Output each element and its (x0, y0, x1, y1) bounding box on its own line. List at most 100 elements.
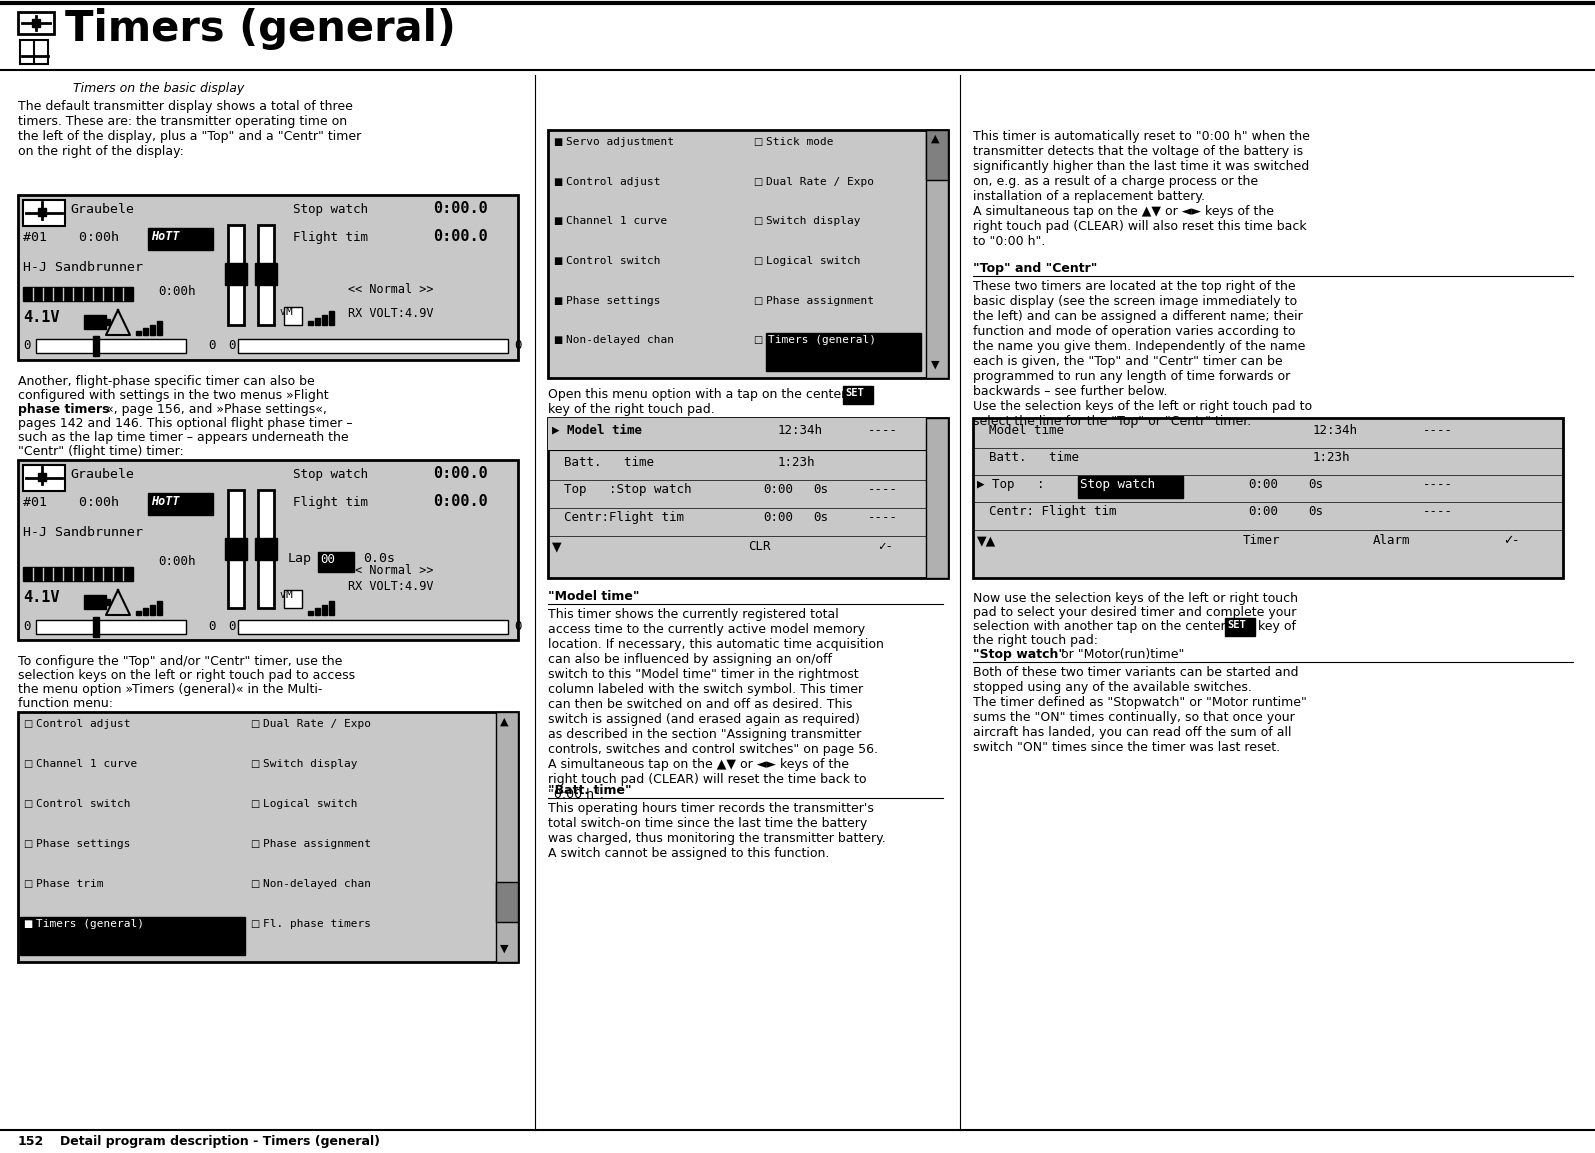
Text: 0:00.0: 0:00.0 (432, 466, 488, 481)
Text: Non-delayed chan: Non-delayed chan (263, 879, 372, 889)
Text: Channel 1 curve: Channel 1 curve (37, 759, 137, 769)
Bar (927, 130, 947, 180)
Text: v: v (281, 307, 286, 317)
Bar (1225, 618, 1255, 636)
Bar (228, 225, 244, 325)
Bar (317, 552, 354, 572)
Bar (148, 493, 214, 515)
Text: Phase assignment: Phase assignment (263, 839, 372, 849)
Bar (136, 611, 140, 615)
Text: Switch display: Switch display (263, 759, 357, 769)
Text: ▼▲: ▼▲ (978, 534, 997, 547)
Bar (37, 620, 187, 634)
Bar (22, 199, 65, 226)
Text: Timers (general): Timers (general) (769, 336, 876, 346)
Text: ----: ---- (868, 483, 898, 496)
Text: 4.1V: 4.1V (22, 310, 59, 325)
Text: □: □ (22, 759, 32, 769)
Text: 1:23h: 1:23h (1313, 451, 1351, 464)
Text: ▼: ▼ (931, 360, 939, 370)
Bar (927, 130, 947, 378)
Text: 0:00.0: 0:00.0 (432, 493, 488, 508)
Bar (85, 315, 105, 329)
Bar (37, 339, 187, 353)
Text: HoTT: HoTT (152, 229, 180, 243)
Bar (105, 600, 110, 605)
Bar (549, 130, 947, 378)
Text: CLR: CLR (748, 540, 770, 553)
Text: Control adjust: Control adjust (566, 176, 660, 187)
Text: 0s: 0s (1308, 478, 1322, 491)
Text: Graubele: Graubele (70, 203, 134, 216)
Text: 0s: 0s (813, 511, 828, 523)
Text: function menu:: function menu: (18, 698, 113, 710)
Text: «, page 156, and »Phase settings«,: «, page 156, and »Phase settings«, (105, 404, 327, 416)
Text: Logical switch: Logical switch (766, 256, 860, 266)
Text: ▶ Model time: ▶ Model time (552, 424, 643, 437)
Bar (258, 225, 274, 325)
Bar (225, 263, 247, 285)
Text: "Stop watch": "Stop watch" (973, 648, 1065, 661)
Text: Detail program description - Timers (general): Detail program description - Timers (gen… (61, 1135, 380, 1148)
Text: 0s: 0s (1308, 505, 1322, 518)
Text: Batt.   time: Batt. time (989, 451, 1078, 464)
Bar (284, 590, 301, 608)
Text: Control switch: Control switch (37, 799, 131, 809)
Text: Flight tim: Flight tim (293, 496, 368, 508)
Bar (496, 713, 518, 962)
Bar (22, 287, 132, 301)
Text: phase timers: phase timers (18, 404, 110, 416)
Bar (549, 419, 927, 450)
Bar (314, 318, 321, 325)
Bar (228, 490, 244, 608)
Text: ----: ---- (868, 424, 898, 437)
Bar (927, 419, 947, 578)
Bar (93, 336, 99, 356)
Text: □: □ (250, 839, 260, 849)
Text: #01    0:00h: #01 0:00h (22, 496, 120, 508)
Text: 0: 0 (514, 339, 522, 352)
Text: 0: 0 (22, 620, 30, 633)
Bar (38, 208, 46, 216)
Text: HoTT: HoTT (152, 495, 180, 508)
Text: "Model time": "Model time" (549, 590, 640, 603)
Text: Phase settings: Phase settings (566, 295, 660, 306)
Text: Timers (general): Timers (general) (37, 919, 144, 929)
Text: ----: ---- (1423, 478, 1453, 491)
Text: Stick mode: Stick mode (766, 137, 834, 146)
Text: Timers (general): Timers (general) (65, 8, 456, 50)
Text: □: □ (250, 759, 260, 769)
Text: RX VOLT:4.9V: RX VOLT:4.9V (348, 307, 434, 321)
Text: Lap: Lap (289, 552, 313, 565)
Text: key of the right touch pad.: key of the right touch pad. (549, 404, 715, 416)
Text: SET: SET (845, 389, 864, 398)
Bar (225, 538, 247, 560)
Bar (32, 18, 40, 27)
Text: or "Motor(run)time": or "Motor(run)time" (1057, 648, 1185, 661)
Text: □: □ (250, 919, 260, 929)
Text: Phase assignment: Phase assignment (766, 295, 874, 306)
Text: Channel 1 curve: Channel 1 curve (566, 217, 667, 226)
Text: ■: ■ (553, 256, 563, 266)
Text: ▲: ▲ (499, 717, 509, 728)
Text: pages 142 and 146. This optional flight phase timer –: pages 142 and 146. This optional flight … (18, 417, 352, 430)
Text: ■: ■ (553, 217, 563, 226)
Text: pad to select your desired timer and complete your: pad to select your desired timer and com… (973, 606, 1297, 619)
Text: 152: 152 (18, 1135, 45, 1148)
Text: selection with another tap on the center: selection with another tap on the center (973, 620, 1225, 633)
Text: Batt.   time: Batt. time (565, 455, 654, 469)
Text: ▼: ▼ (552, 540, 561, 553)
Text: □: □ (250, 879, 260, 889)
Bar (322, 605, 327, 615)
Text: Dual Rate / Expo: Dual Rate / Expo (766, 176, 874, 187)
Text: This timer shows the currently registered total
access time to the currently act: This timer shows the currently registere… (549, 608, 884, 801)
Text: RX VOLT:4.9V: RX VOLT:4.9V (348, 580, 434, 593)
Bar (150, 325, 155, 336)
Text: Control adjust: Control adjust (37, 719, 131, 729)
Text: 4.1V: 4.1V (22, 590, 59, 605)
Text: M: M (286, 590, 292, 600)
Text: 0: 0 (228, 620, 236, 633)
Text: << Normal >>: << Normal >> (348, 282, 434, 296)
Text: ----: ---- (868, 511, 898, 523)
Bar (144, 608, 148, 615)
